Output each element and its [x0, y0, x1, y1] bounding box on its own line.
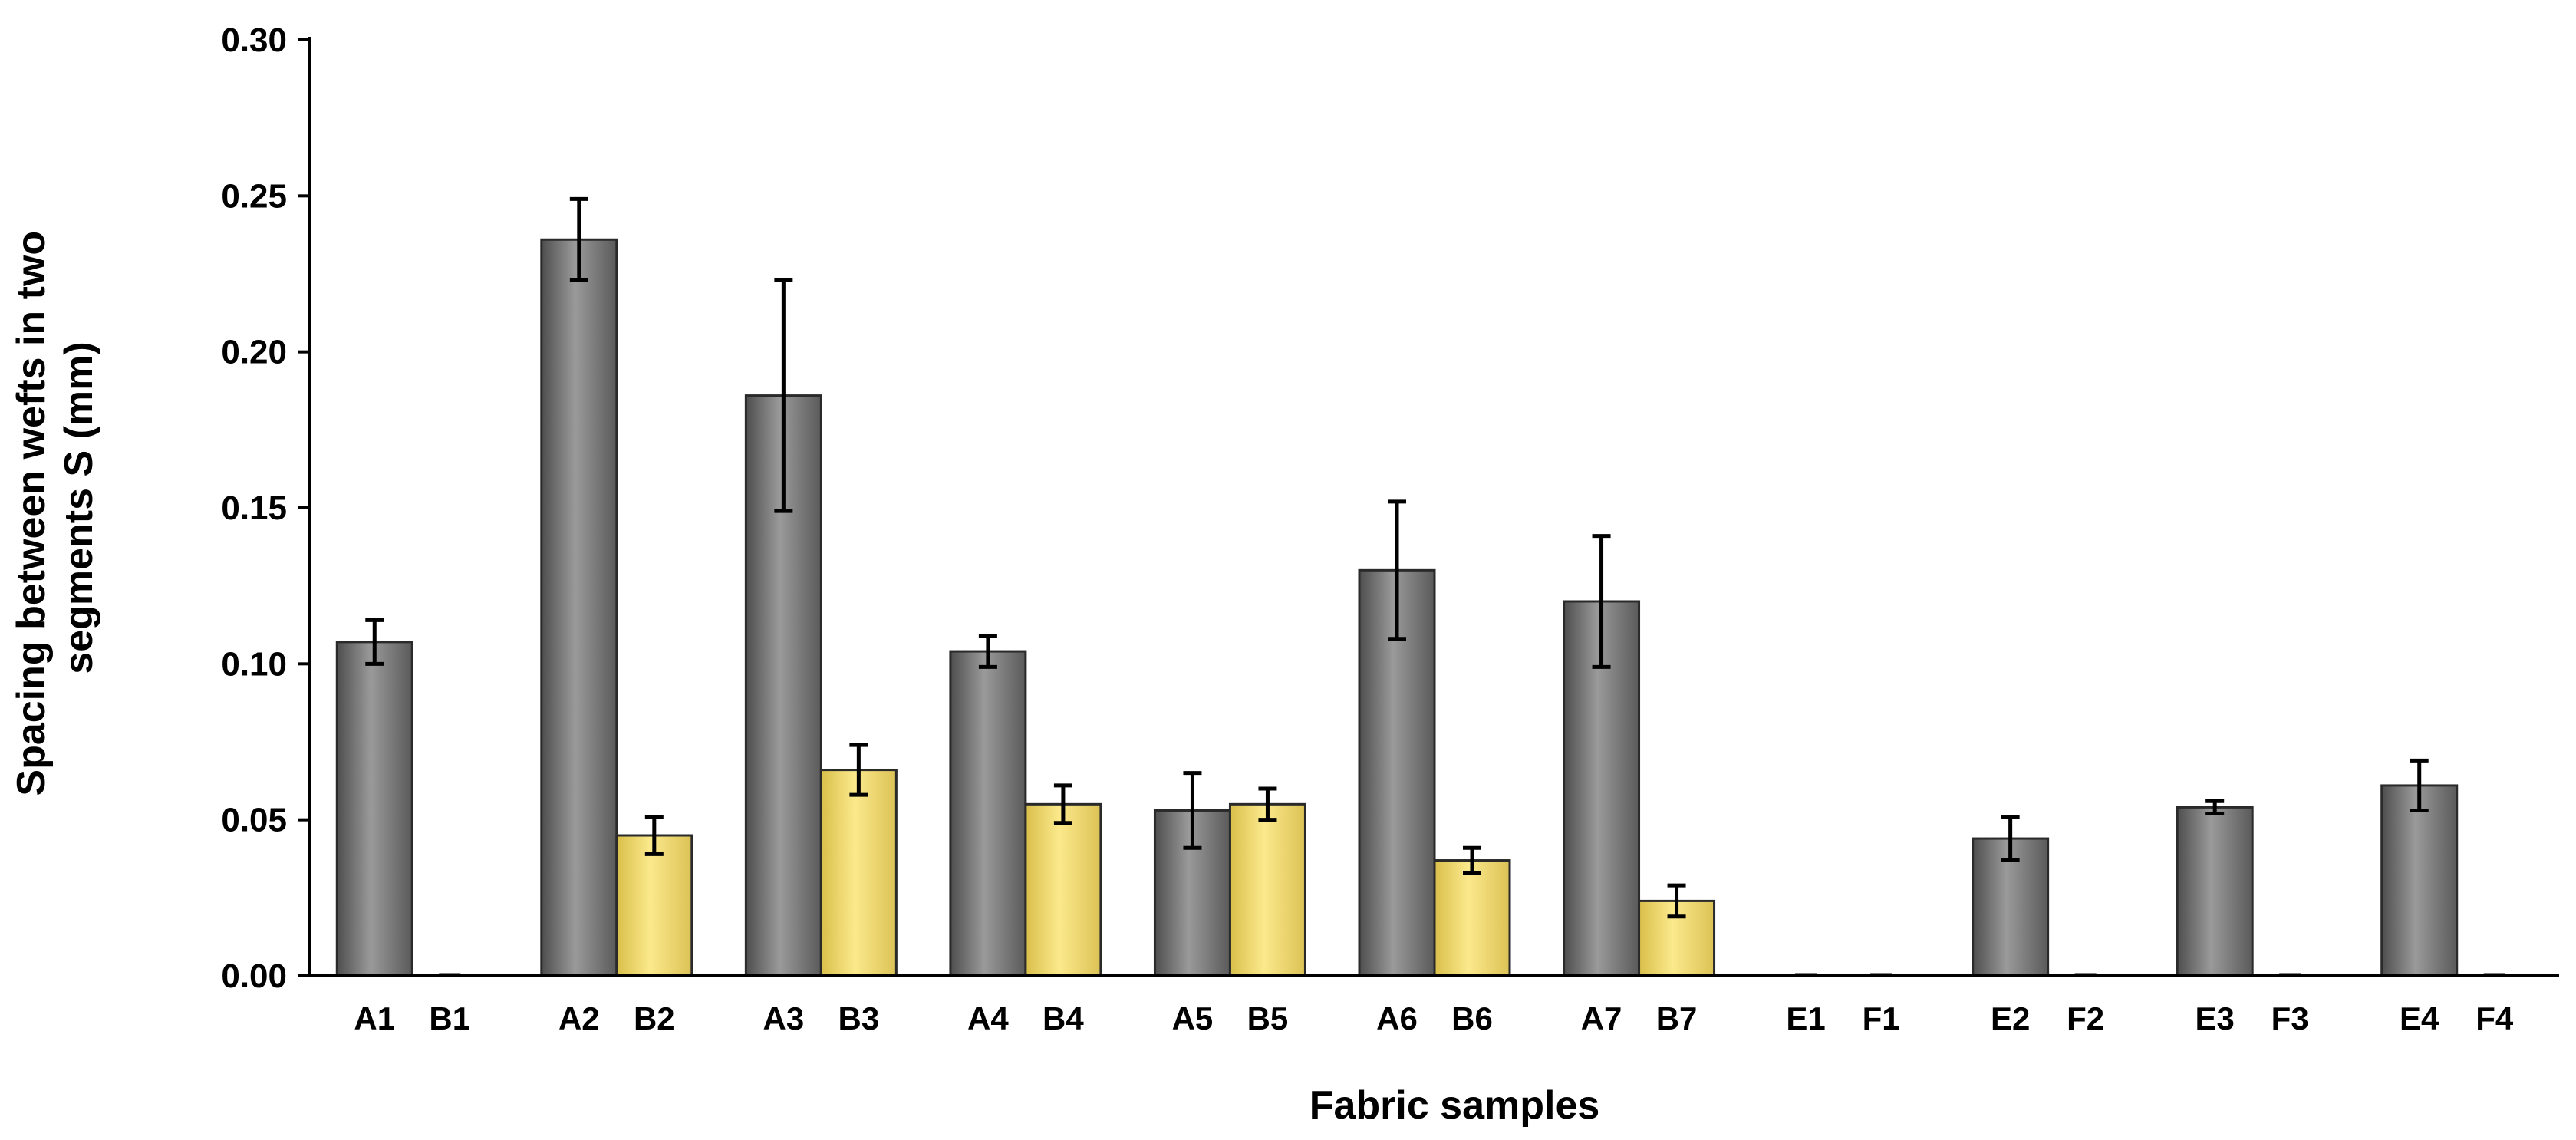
category-label-a: A5 — [1172, 1000, 1214, 1036]
bar-series-a — [1563, 600, 1641, 977]
category-label-a: A4 — [967, 1000, 1009, 1036]
category-label-a: E1 — [1786, 1000, 1825, 1036]
bar-series-b — [1024, 802, 1102, 977]
category-label-b: B1 — [429, 1000, 470, 1036]
y-axis-title-line-1: Spacing between wefts in two — [9, 231, 54, 796]
y-tick-label: 0.25 — [221, 177, 287, 215]
category-label-b: F2 — [2067, 1000, 2104, 1036]
y-tick-label: 0.05 — [221, 802, 287, 839]
category-label-a: E4 — [2400, 1000, 2439, 1036]
y-tick-label: 0.10 — [221, 645, 287, 683]
bar-series-b — [615, 834, 693, 977]
y-tick-label: 0.20 — [221, 334, 287, 371]
y-tick-label: 0.00 — [221, 957, 287, 995]
category-label-a: A1 — [354, 1000, 395, 1036]
category-label-b: F4 — [2476, 1000, 2514, 1036]
category-label-b: B3 — [838, 1000, 880, 1036]
bar-series-a — [335, 641, 413, 977]
error-bars — [365, 196, 2429, 919]
category-label-b: B5 — [1247, 1000, 1289, 1036]
axes — [308, 37, 2559, 977]
y-tick-label: 0.30 — [221, 21, 287, 59]
bar-series-a — [2380, 784, 2459, 977]
y-tick-label: 0.15 — [221, 489, 287, 527]
category-label-a: A2 — [558, 1000, 600, 1036]
category-label-b: B2 — [634, 1000, 675, 1036]
category-label-b: F1 — [1863, 1000, 1900, 1036]
category-label-b: B4 — [1043, 1000, 1084, 1036]
bar-series-b — [1228, 802, 1306, 977]
bar-series-b — [1433, 859, 1511, 977]
bars — [335, 238, 2505, 977]
category-label-a: E2 — [1991, 1000, 2030, 1036]
y-axis-title-line-2: segments S (mm) — [57, 341, 101, 674]
category-label-b: B7 — [1656, 1000, 1698, 1036]
x-axis-title: Fabric samples — [1309, 1083, 1600, 1128]
bar-series-a — [2176, 806, 2254, 977]
category-label-a: E3 — [2195, 1000, 2234, 1036]
bar-series-a — [540, 238, 618, 977]
category-label-a: A3 — [763, 1000, 805, 1036]
category-label-a: A7 — [1581, 1000, 1622, 1036]
category-label-b: B6 — [1451, 1000, 1493, 1036]
y-axis-title: Spacing between wefts in two segments S … — [9, 219, 101, 796]
bar-series-b — [819, 769, 898, 977]
x-axis-categories: A1 B1 A2 B2 A3 B3 A4 B4 A5 B5 A6 B6 A7 B7 E1 F1 E2 F2 E3 F3… — [354, 1000, 2513, 1036]
bar-series-a — [949, 650, 1027, 977]
category-label-a: A6 — [1376, 1000, 1418, 1036]
category-label-b: F3 — [2271, 1000, 2309, 1036]
y-axis-ticks: 0.00 0.05 0.10 0.15 0.20 0.25 0.30 — [221, 21, 310, 995]
